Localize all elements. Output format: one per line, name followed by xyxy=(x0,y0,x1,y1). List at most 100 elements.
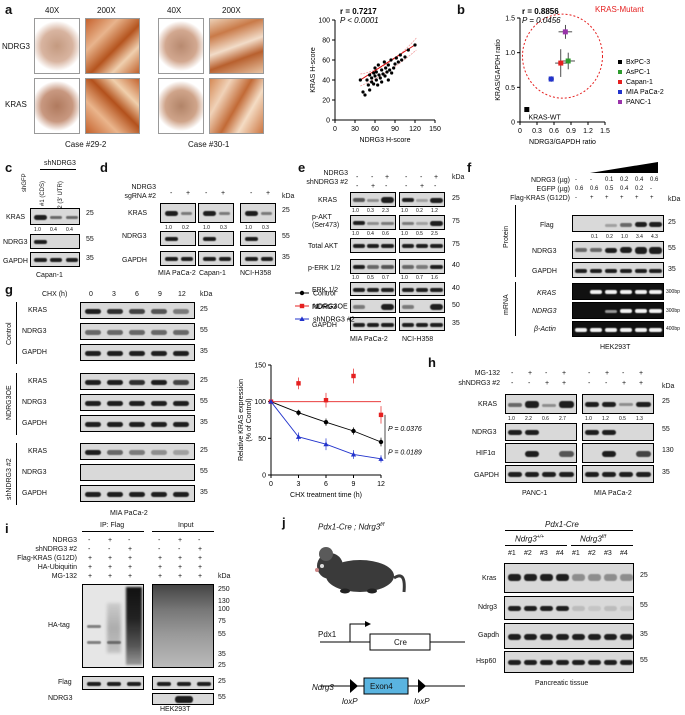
band xyxy=(173,351,189,356)
x-tick-label: 60 xyxy=(371,126,379,133)
cell-line-label: Capan-1 xyxy=(199,270,226,277)
data-point xyxy=(562,29,568,35)
kda-label: 250 xyxy=(218,586,230,593)
construct-diagram xyxy=(320,621,465,695)
genotype-sup: +/+ xyxy=(536,534,545,540)
kda-header: kDa xyxy=(668,196,681,203)
mag-label: 40X xyxy=(45,6,60,15)
lane-label: #2 xyxy=(588,550,596,557)
sign: + xyxy=(158,573,163,580)
kda-label: 25 xyxy=(452,195,460,202)
quant: 0.3 xyxy=(220,225,227,231)
data-point xyxy=(389,58,393,62)
quant: 1.0 xyxy=(352,231,359,237)
band xyxy=(540,634,553,640)
bracket-line xyxy=(40,169,76,170)
sign: 0.5 xyxy=(605,186,614,192)
row-label: Hsp60 xyxy=(476,658,497,665)
header-line xyxy=(82,531,144,532)
kda-label: 55 xyxy=(218,694,226,701)
row-label: NDRG3 xyxy=(48,695,73,702)
band xyxy=(129,492,145,497)
ihc-image xyxy=(209,78,264,134)
legend-entry: shNDRG3 #2 xyxy=(313,317,355,324)
blot-hsp60 xyxy=(504,651,634,673)
band xyxy=(572,660,585,665)
mouse-illustration xyxy=(315,547,406,594)
sign-grid: - -0.1 0.2 0.4 0.6 0.6 0.6 0.5 0.4 0.2- - + + + + + xyxy=(575,177,667,207)
quant: 1.3 xyxy=(636,416,643,422)
kda-label: 25 xyxy=(86,210,94,217)
sign: + xyxy=(622,380,627,387)
lane-label: #4 xyxy=(556,550,564,557)
blot-total-akt xyxy=(399,238,445,253)
cell-line-label: HEK293T xyxy=(600,344,631,351)
y-tick-label: 40 xyxy=(322,78,330,85)
group-bracket xyxy=(16,443,17,505)
data-point xyxy=(378,439,384,445)
data-point xyxy=(268,399,274,404)
sign: - xyxy=(545,370,548,377)
x-tick-label: 3 xyxy=(297,481,301,488)
header-line xyxy=(505,530,633,531)
sign: + xyxy=(198,573,203,580)
blot-gapdh xyxy=(399,317,445,331)
band xyxy=(151,401,167,406)
mag-label: 40X xyxy=(167,6,182,15)
quant: 0.2 xyxy=(606,234,613,240)
kda-label: 75 xyxy=(452,241,460,248)
band xyxy=(588,574,601,581)
panel-e-letter: e xyxy=(298,160,306,175)
row-label: GAPDH xyxy=(22,490,47,497)
blot-ndrg3 xyxy=(572,241,664,259)
data-point xyxy=(296,381,301,386)
gel-actin-mrna xyxy=(572,321,664,337)
data-point xyxy=(363,93,367,97)
data-point xyxy=(406,48,410,52)
blot-hif1a xyxy=(582,443,654,463)
sign: + xyxy=(639,380,644,387)
data-point xyxy=(323,441,329,447)
quant: 0.2 xyxy=(182,225,189,231)
sign: - xyxy=(158,537,161,544)
time-label: 12 xyxy=(178,291,186,298)
kda-label: 130 xyxy=(218,598,230,605)
x-tick-label: 0.3 xyxy=(532,128,542,135)
mouse-model-title-sup: f/f xyxy=(380,522,385,528)
sign: + xyxy=(434,174,439,181)
quant: 0.5 xyxy=(416,231,423,237)
sign: - xyxy=(178,546,181,553)
band xyxy=(151,351,167,356)
blot-ndrg3 xyxy=(240,231,276,246)
band xyxy=(556,634,569,640)
data-point xyxy=(385,70,389,74)
row-label: NDRG3 xyxy=(22,469,47,476)
blot-ndrg3 xyxy=(80,323,195,340)
quant: 1.0 xyxy=(401,275,408,281)
panel-b-letter: b xyxy=(457,2,465,17)
quant: 0.7 xyxy=(382,275,389,281)
quant: 0.5 xyxy=(619,416,626,422)
p-value: P = 0.0189 xyxy=(388,450,422,457)
row-label: MG-132 xyxy=(51,573,77,580)
sign: - xyxy=(590,177,592,183)
band xyxy=(588,606,601,611)
sign: + xyxy=(128,564,133,571)
mag-label: 200X xyxy=(97,6,116,15)
kda-label: 130 xyxy=(662,447,674,454)
ihc-image xyxy=(158,18,204,74)
sign: + xyxy=(650,195,654,201)
sign: + xyxy=(108,564,113,571)
band xyxy=(151,492,167,497)
kda-label: 100 xyxy=(218,606,230,613)
section-label-mrna: mRNA xyxy=(503,294,510,315)
blot-kras xyxy=(504,563,634,593)
sign: - xyxy=(622,370,625,377)
row-label: MG-132 xyxy=(474,370,500,377)
quant: 0.2 xyxy=(416,208,423,214)
row-label: HA-Ubiquitin xyxy=(37,564,77,571)
band xyxy=(151,450,167,455)
legend-marker xyxy=(618,60,622,64)
kda-label: 55 xyxy=(640,657,648,664)
lane-label: #2 xyxy=(524,550,532,557)
